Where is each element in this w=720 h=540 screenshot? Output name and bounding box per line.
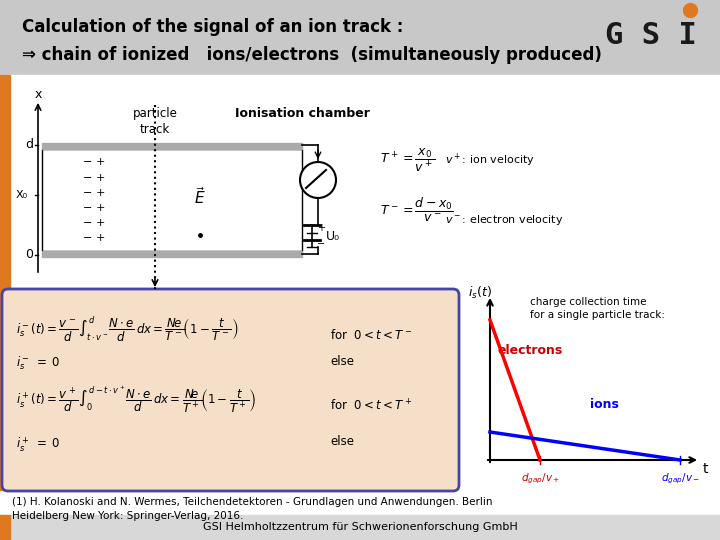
Text: Ionisation chamber: Ionisation chamber xyxy=(235,107,370,120)
Bar xyxy=(42,149,302,251)
FancyBboxPatch shape xyxy=(2,289,459,491)
Text: $v^-$: electron velocity: $v^-$: electron velocity xyxy=(445,213,564,227)
Text: $i_s^+\; = \; 0$: $i_s^+\; = \; 0$ xyxy=(16,435,60,454)
Text: −: − xyxy=(84,157,93,167)
Text: charge collection time
for a single particle track:: charge collection time for a single part… xyxy=(530,297,665,320)
Text: +: + xyxy=(95,218,104,228)
Text: +: + xyxy=(95,203,104,213)
Bar xyxy=(0,515,720,540)
Text: $d_{gap}/v_+$: $d_{gap}/v_+$ xyxy=(521,472,559,487)
Text: (1) H. Kolanoski and N. Wermes, Teilchendetektoren - Grundlagen und Anwendungen.: (1) H. Kolanoski and N. Wermes, Teilchen… xyxy=(12,497,492,521)
Text: −: − xyxy=(84,233,93,243)
Text: $i_s^-(t) = \dfrac{v^-}{d}\int_{t\cdot v^-}^{d} \dfrac{N\cdot e}{d}\,dx = \dfrac: $i_s^-(t) = \dfrac{v^-}{d}\int_{t\cdot v… xyxy=(16,315,239,345)
Text: X₀: X₀ xyxy=(16,190,28,200)
Text: ⇒ chain of ionized   ions/electrons  (simultaneously produced): ⇒ chain of ionized ions/electrons (simul… xyxy=(22,46,602,64)
Circle shape xyxy=(300,162,336,198)
Text: Calculation of the signal of an ion track :: Calculation of the signal of an ion trac… xyxy=(22,18,403,36)
Bar xyxy=(0,0,720,75)
Bar xyxy=(42,251,302,257)
Text: −: − xyxy=(84,203,93,213)
Text: +: + xyxy=(95,173,104,183)
Text: for  $0 < t < T^+$: for $0 < t < T^+$ xyxy=(330,398,412,413)
Text: electrons: electrons xyxy=(498,343,563,356)
Text: x: x xyxy=(35,89,42,102)
Text: −: − xyxy=(84,188,93,198)
Text: $i_s^-\; = \; 0$: $i_s^-\; = \; 0$ xyxy=(16,355,60,373)
Text: particle
track: particle track xyxy=(132,107,177,136)
Bar xyxy=(0,75,720,85)
Text: t: t xyxy=(703,462,708,476)
Bar xyxy=(42,143,302,149)
Text: ions: ions xyxy=(590,399,619,411)
Text: 0: 0 xyxy=(25,248,33,261)
Text: +: + xyxy=(95,233,104,243)
Text: +: + xyxy=(317,223,325,233)
Text: −: − xyxy=(317,239,325,249)
Text: +: + xyxy=(95,157,104,167)
Text: $d_{gap}/v_-$: $d_{gap}/v_-$ xyxy=(660,472,699,487)
Text: else: else xyxy=(330,435,354,448)
Text: −: − xyxy=(84,173,93,183)
Text: G S I: G S I xyxy=(605,21,697,50)
Bar xyxy=(0,75,10,490)
Text: U₀: U₀ xyxy=(326,230,340,242)
Text: for  $0 < t < T^-$: for $0 < t < T^-$ xyxy=(330,328,413,342)
Text: $T^- = \dfrac{d - x_0}{v^-}$: $T^- = \dfrac{d - x_0}{v^-}$ xyxy=(380,196,454,224)
Text: d: d xyxy=(25,138,33,152)
Text: $i_s(t)$: $i_s(t)$ xyxy=(468,285,492,301)
Text: $v^+$: ion velocity: $v^+$: ion velocity xyxy=(445,151,535,168)
Text: GSI Helmholtzzentrum für Schwerionenforschung GmbH: GSI Helmholtzzentrum für Schwerionenfors… xyxy=(202,522,518,532)
Text: $i_s^+(t) = \dfrac{v^+}{d}\int_0^{d-t\cdot v^+} \dfrac{N\cdot e}{d}\,dx = \dfrac: $i_s^+(t) = \dfrac{v^+}{d}\int_0^{d-t\cd… xyxy=(16,385,256,415)
Text: $T^+ = \dfrac{x_0}{v^+}$: $T^+ = \dfrac{x_0}{v^+}$ xyxy=(380,146,436,174)
Text: else: else xyxy=(330,355,354,368)
Text: $\vec{E}$: $\vec{E}$ xyxy=(194,186,206,207)
Bar xyxy=(0,515,10,540)
Text: −: − xyxy=(84,218,93,228)
Text: +: + xyxy=(95,188,104,198)
